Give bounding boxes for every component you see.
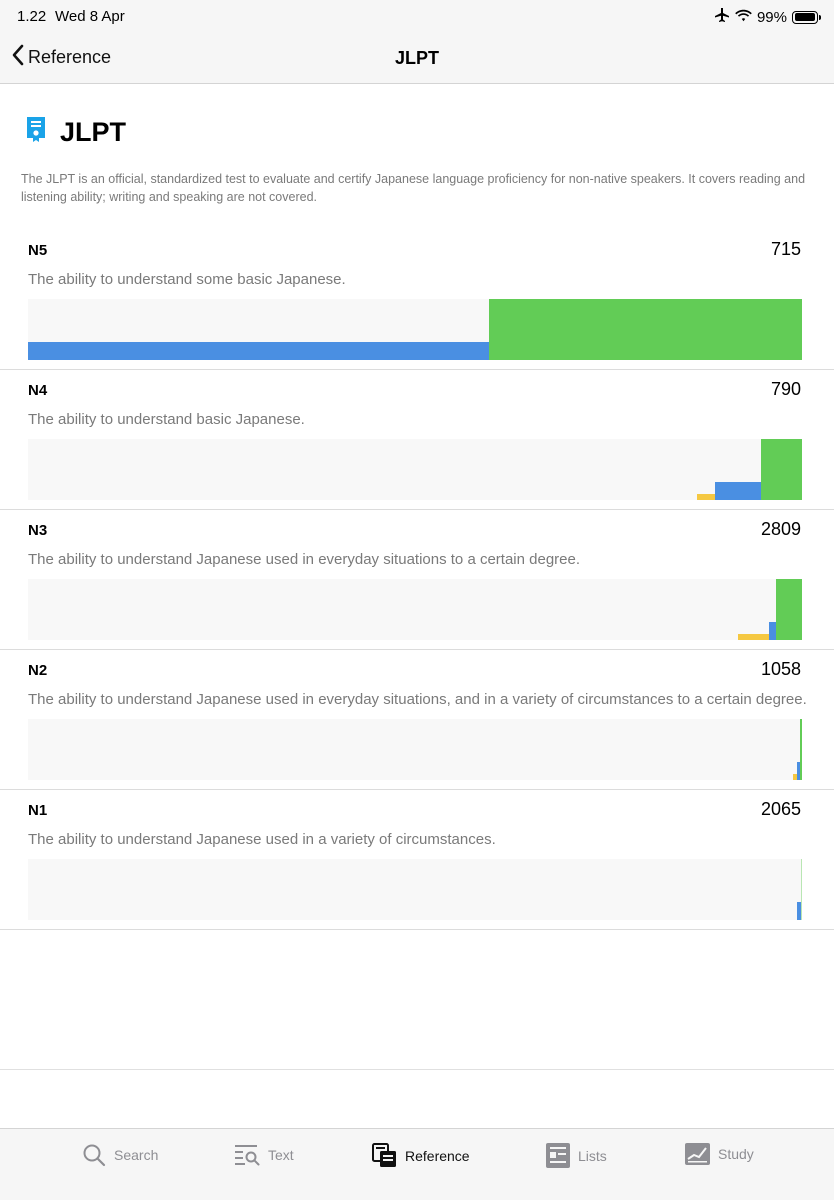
back-button[interactable]: Reference (12, 44, 111, 71)
tab-study[interactable]: Study (685, 1143, 754, 1165)
text-search-icon (235, 1143, 260, 1167)
intro-text: The JLPT is an official, standardized te… (21, 172, 806, 204)
level-distribution-chart (28, 299, 802, 360)
bar-blue (715, 482, 761, 500)
tab-text[interactable]: Text (235, 1143, 294, 1167)
level-row-n5[interactable]: N5 715 The ability to understand some ba… (0, 230, 834, 370)
study-chart-icon (685, 1143, 710, 1165)
level-distribution-chart (28, 859, 802, 920)
level-description: The ability to understand Japanese used … (28, 691, 807, 708)
level-distribution-chart (28, 719, 802, 780)
tab-label: Study (718, 1146, 754, 1162)
content-divider (0, 1069, 834, 1070)
level-name: N5 (28, 242, 48, 259)
level-name: N1 (28, 802, 48, 819)
level-row-n2[interactable]: N2 1058 The ability to understand Japane… (0, 650, 834, 790)
level-count: 715 (770, 239, 801, 259)
battery-icon (792, 10, 821, 24)
level-name: N3 (28, 522, 48, 539)
page-title: JLPT (60, 116, 127, 147)
level-name: N2 (28, 662, 48, 679)
bar-green (776, 579, 802, 640)
back-button-label: Reference (28, 47, 112, 67)
level-distribution-chart (28, 579, 802, 640)
battery-percent: 99% (756, 8, 787, 26)
tab-label: Lists (578, 1147, 607, 1164)
level-description: The ability to understand some basic Jap… (28, 271, 346, 288)
level-distribution-chart (28, 439, 802, 500)
level-name: N4 (28, 382, 48, 399)
bar-green (801, 859, 802, 920)
lists-icon (546, 1143, 570, 1168)
certificate-icon (26, 116, 46, 148)
bar-green (800, 719, 802, 780)
nav-title: JLPT (394, 48, 439, 68)
bar-yellow (738, 634, 769, 640)
level-count: 1058 (760, 659, 801, 679)
page-header: JLPT (26, 116, 126, 148)
level-row-n1[interactable]: N1 2065 The ability to understand Japane… (0, 790, 834, 930)
bar-yellow (697, 494, 715, 500)
level-count: 2809 (760, 519, 801, 539)
search-icon (82, 1143, 106, 1167)
status-date: Wed 8 Apr (55, 8, 125, 25)
reference-book-icon (372, 1143, 397, 1168)
bar-green (489, 299, 802, 360)
tab-label: Text (268, 1147, 294, 1163)
tab-bar: Search Text Reference Lists Study (0, 1128, 834, 1200)
bar-blue (28, 342, 489, 360)
bar-yellow (793, 774, 797, 780)
level-count: 790 (770, 379, 801, 399)
wifi-icon (735, 9, 752, 26)
level-description: The ability to understand Japanese used … (28, 831, 496, 848)
chevron-left-icon (12, 44, 24, 71)
bar-blue (769, 622, 776, 640)
level-count: 2065 (760, 799, 801, 819)
bar-blue (797, 902, 801, 920)
level-row-n4[interactable]: N4 790 The ability to understand basic J… (0, 370, 834, 510)
level-row-n3[interactable]: N3 2809 The ability to understand Japane… (0, 510, 834, 650)
tab-label: Reference (405, 1147, 470, 1164)
tab-search[interactable]: Search (82, 1143, 158, 1167)
airplane-icon (714, 7, 730, 27)
tab-reference[interactable]: Reference (372, 1143, 470, 1168)
battery-level (794, 13, 816, 21)
bar-green (761, 439, 802, 500)
tab-label: Search (114, 1147, 159, 1163)
navigation-bar: Reference JLPT (0, 32, 834, 84)
bar-blue (797, 762, 800, 780)
status-indicators: 99% (714, 7, 821, 27)
levels-list: N5 715 The ability to understand some ba… (0, 230, 834, 930)
level-description: The ability to understand Japanese used … (28, 551, 581, 568)
status-time: 1.22 (17, 8, 47, 25)
tab-lists[interactable]: Lists (546, 1143, 607, 1168)
level-description: The ability to understand basic Japanese… (28, 411, 305, 428)
status-bar: 1.22 Wed 8 Apr 99% (0, 0, 834, 32)
